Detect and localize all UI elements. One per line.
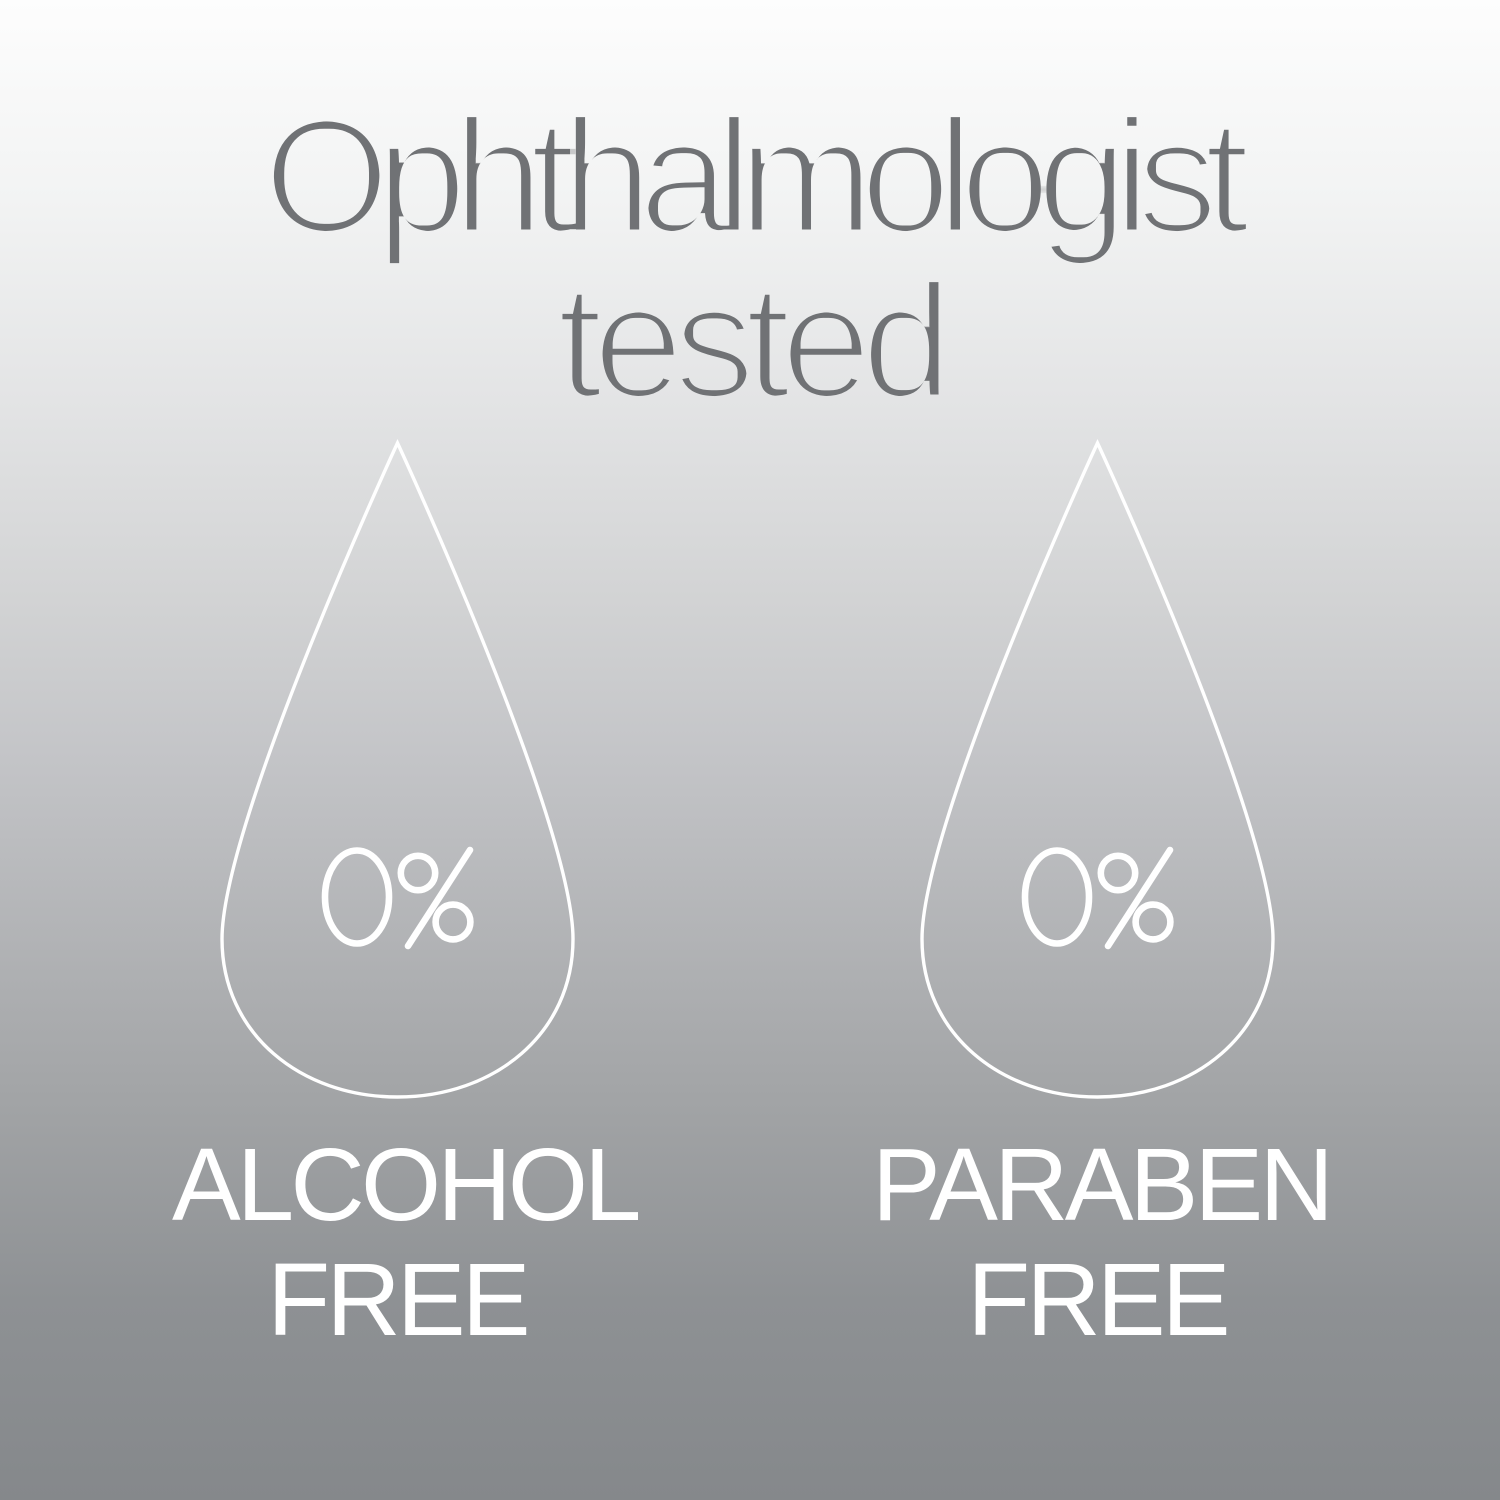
svg-text:Ophthalmologist: Ophthalmologist — [264, 86, 1249, 267]
svg-text:tested: tested — [558, 251, 943, 432]
